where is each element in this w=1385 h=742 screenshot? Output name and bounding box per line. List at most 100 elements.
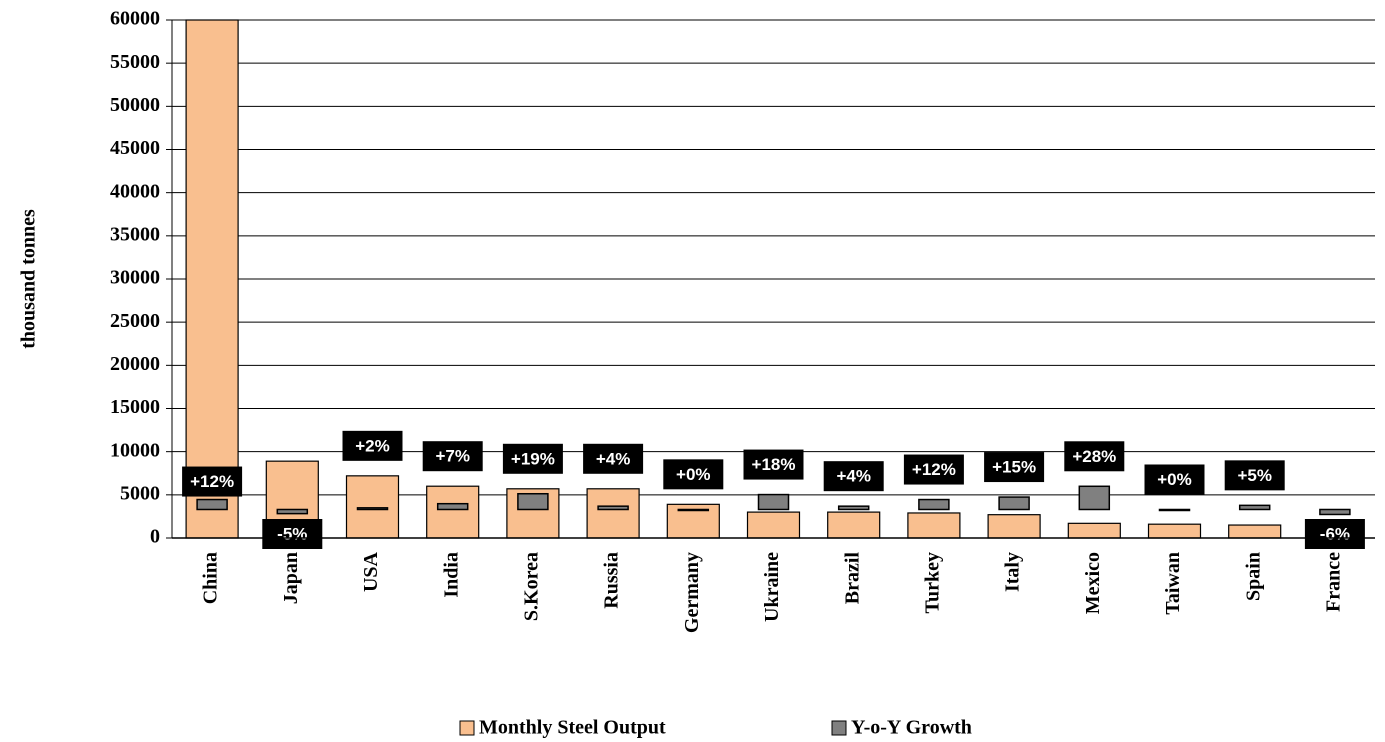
growth-bar [998, 496, 1030, 511]
y-tick-label: 30000 [110, 267, 160, 289]
growth-label: +4% [583, 443, 644, 474]
label-box [984, 452, 1045, 483]
output-bar [907, 512, 961, 539]
label-box [743, 449, 804, 480]
growth-label: +12% [903, 454, 964, 485]
label-box [422, 441, 483, 472]
label-box [823, 461, 884, 492]
x-tick-label: India [440, 552, 462, 598]
output-bar [345, 475, 400, 539]
legend-label: Y-o-Y Growth [851, 717, 972, 739]
growth-bar [1319, 508, 1351, 516]
legend-swatch [831, 720, 847, 736]
growth-label: +2% [342, 430, 403, 461]
growth-label: +0% [663, 459, 724, 490]
y-tick-label: 50000 [110, 94, 160, 116]
x-tick-label: Turkey [921, 552, 943, 614]
y-tick-label: 45000 [110, 137, 160, 159]
growth-label: +4% [823, 461, 884, 492]
growth-label: -5% [262, 519, 323, 549]
x-tick-label: China [200, 552, 222, 604]
y-tick-label: 15000 [110, 396, 160, 418]
y-tick-label: 55000 [110, 51, 160, 73]
growth-bar [276, 508, 309, 515]
growth-label: +0% [1144, 464, 1205, 495]
label-box [663, 459, 724, 490]
data-label: +0% [1157, 470, 1192, 489]
growth-bar [196, 498, 228, 511]
y-tick-label: 25000 [110, 310, 160, 332]
x-tick-label: Germany [681, 552, 703, 633]
output-bar [426, 485, 480, 539]
growth-bar [436, 502, 469, 511]
y-tick-label: 20000 [110, 353, 160, 375]
data-label: +15% [992, 458, 1036, 477]
growth-label: +19% [502, 443, 563, 474]
data-label: +28% [1072, 447, 1116, 466]
data-label: +4% [836, 467, 871, 486]
x-tick-label: Taiwan [1162, 552, 1184, 615]
y-tick-label: 40000 [110, 180, 160, 202]
growth-bar [1238, 504, 1271, 511]
growth-bar [677, 508, 710, 512]
data-label: -6% [1320, 524, 1350, 543]
growth-bar [356, 507, 389, 511]
output-bar [827, 511, 881, 539]
growth-label: +28% [1064, 441, 1125, 472]
x-tick-label: Russia [601, 552, 623, 609]
label-box [342, 430, 403, 461]
x-tick-label: Japan [280, 552, 302, 604]
label-box [1304, 519, 1365, 549]
growth-label: +18% [743, 449, 804, 480]
output-bar [1067, 522, 1121, 539]
data-label: +5% [1237, 466, 1272, 485]
growth-label: +12% [182, 466, 243, 497]
y-tick-label: 35000 [110, 223, 160, 245]
y-tick-label: 5000 [120, 482, 160, 504]
growth-bar [1078, 485, 1111, 511]
label-box [583, 443, 644, 474]
label-box [1224, 460, 1285, 491]
output-bar [185, 19, 239, 539]
x-tick-label: Ukraine [761, 552, 783, 622]
output-bar [1147, 523, 1202, 539]
label-box [903, 454, 964, 485]
y-tick-label: 0 [150, 526, 160, 548]
data-label: +12% [912, 460, 956, 479]
legend-label: Monthly Steel Output [479, 717, 666, 739]
label-box [1144, 464, 1205, 495]
output-bar [987, 514, 1041, 539]
label-box [262, 519, 323, 549]
x-tick-label: Mexico [1082, 552, 1104, 614]
data-label: +19% [511, 449, 555, 468]
growth-bar [837, 505, 870, 511]
growth-bar [597, 505, 629, 511]
label-box [1064, 441, 1125, 472]
y-tick-label: 10000 [110, 439, 160, 461]
x-tick-label: USA [360, 551, 382, 592]
data-label: +4% [596, 449, 631, 468]
data-label: -5% [277, 524, 307, 543]
x-tick-label: S.Korea [520, 552, 542, 621]
legend-swatch [459, 720, 475, 736]
growth-bar [757, 493, 790, 511]
y-tick-label: 60000 [110, 8, 160, 30]
growth-bar [517, 492, 549, 511]
data-label: +0% [676, 465, 711, 484]
data-label: +7% [435, 447, 470, 466]
data-label: +2% [355, 436, 390, 455]
growth-label: +15% [984, 452, 1045, 483]
output-bar [1228, 524, 1282, 539]
output-bar [586, 488, 640, 539]
growth-label: +5% [1224, 460, 1285, 491]
growth-bar [918, 498, 950, 511]
growth-label: +7% [422, 441, 483, 472]
x-tick-label: Italy [1002, 552, 1024, 592]
x-tick-label: France [1322, 552, 1344, 612]
data-label: +18% [752, 455, 796, 474]
data-label: +12% [190, 472, 234, 491]
output-bar [746, 511, 801, 539]
x-tick-label: Brazil [841, 552, 863, 605]
label-box [502, 443, 563, 474]
